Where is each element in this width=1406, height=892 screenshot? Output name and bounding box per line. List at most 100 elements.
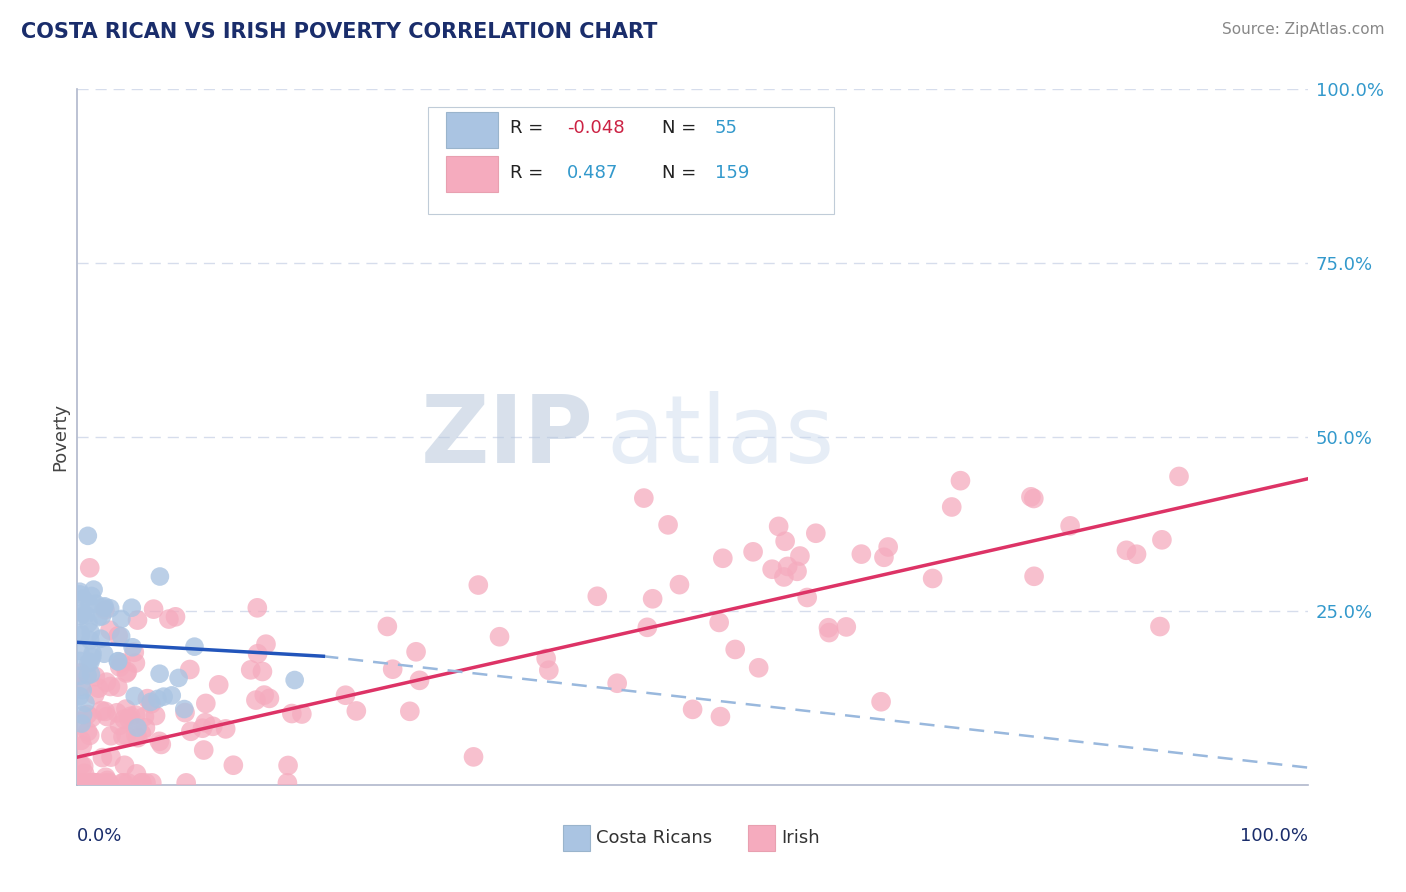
Point bbox=[76, 707, 98, 722]
Point bbox=[76, 724, 98, 739]
Point bbox=[254, 637, 277, 651]
Point bbox=[711, 551, 734, 566]
Point bbox=[633, 491, 655, 505]
Point bbox=[657, 517, 679, 532]
Point bbox=[136, 691, 159, 706]
Point bbox=[73, 759, 96, 773]
Point bbox=[173, 702, 195, 716]
Point bbox=[488, 630, 510, 644]
Point bbox=[107, 654, 129, 668]
Point bbox=[191, 721, 214, 735]
Point bbox=[108, 660, 131, 674]
Point bbox=[1022, 491, 1045, 506]
Point bbox=[96, 675, 118, 690]
Point bbox=[222, 758, 245, 772]
Point bbox=[139, 695, 162, 709]
Point bbox=[117, 776, 139, 790]
Point bbox=[165, 609, 187, 624]
Text: Source: ZipAtlas.com: Source: ZipAtlas.com bbox=[1222, 22, 1385, 37]
Point bbox=[463, 750, 485, 764]
Point bbox=[381, 662, 404, 676]
Text: 0.487: 0.487 bbox=[567, 164, 619, 182]
Point bbox=[120, 709, 142, 723]
Point bbox=[70, 758, 93, 772]
Point bbox=[127, 613, 149, 627]
Point bbox=[111, 730, 134, 744]
Point bbox=[69, 626, 91, 640]
Point bbox=[707, 615, 730, 630]
Point bbox=[817, 621, 839, 635]
Point bbox=[93, 647, 115, 661]
Point bbox=[79, 655, 101, 669]
Point bbox=[796, 591, 818, 605]
Point bbox=[94, 704, 117, 718]
Point bbox=[100, 750, 122, 764]
Point bbox=[76, 668, 98, 682]
Point bbox=[117, 665, 139, 679]
Point bbox=[281, 706, 304, 721]
Point bbox=[193, 743, 215, 757]
Point bbox=[100, 729, 122, 743]
Point bbox=[125, 767, 148, 781]
Point bbox=[773, 534, 796, 549]
Y-axis label: Poverty: Poverty bbox=[51, 403, 69, 471]
Point bbox=[79, 728, 101, 742]
Point bbox=[125, 728, 148, 742]
Point bbox=[335, 688, 357, 702]
Point bbox=[84, 776, 107, 790]
Point bbox=[91, 750, 114, 764]
FancyBboxPatch shape bbox=[427, 106, 834, 214]
Point bbox=[259, 691, 281, 706]
Point bbox=[114, 758, 136, 772]
Point bbox=[851, 547, 873, 561]
Point bbox=[94, 603, 117, 617]
Point bbox=[124, 708, 146, 723]
Point bbox=[77, 616, 100, 631]
Point bbox=[194, 715, 217, 730]
Point bbox=[75, 608, 97, 623]
Point bbox=[405, 645, 427, 659]
Point bbox=[98, 776, 121, 790]
Point bbox=[90, 609, 112, 624]
Text: ZIP: ZIP bbox=[422, 391, 595, 483]
Point bbox=[72, 708, 94, 723]
Point bbox=[83, 582, 105, 597]
Point bbox=[761, 562, 783, 576]
Point bbox=[98, 680, 121, 694]
Point bbox=[76, 529, 98, 543]
Point bbox=[70, 665, 93, 680]
Point bbox=[70, 733, 93, 747]
Point bbox=[789, 549, 811, 563]
Point bbox=[118, 712, 141, 726]
Point bbox=[1150, 533, 1173, 547]
Point bbox=[70, 716, 93, 731]
Point bbox=[115, 729, 138, 743]
Bar bbox=[447, 156, 498, 192]
Point bbox=[134, 721, 156, 735]
Point bbox=[408, 673, 430, 688]
Point bbox=[124, 689, 146, 703]
Point bbox=[131, 776, 153, 790]
Point bbox=[174, 706, 197, 720]
Point bbox=[80, 710, 103, 724]
Point bbox=[107, 680, 129, 694]
Point bbox=[96, 709, 118, 723]
Point bbox=[877, 540, 900, 554]
Point bbox=[98, 601, 121, 615]
Point bbox=[115, 666, 138, 681]
Point bbox=[107, 629, 129, 643]
Text: N =: N = bbox=[662, 120, 702, 137]
Point bbox=[69, 584, 91, 599]
Text: Irish: Irish bbox=[782, 829, 820, 847]
Point bbox=[108, 718, 131, 732]
Text: 159: 159 bbox=[714, 164, 749, 182]
Point bbox=[69, 644, 91, 658]
Point bbox=[786, 565, 808, 579]
Point bbox=[110, 656, 132, 670]
Point bbox=[84, 776, 107, 790]
Point bbox=[84, 669, 107, 683]
Point bbox=[941, 500, 963, 514]
Point bbox=[398, 704, 420, 718]
Point bbox=[82, 647, 104, 661]
Text: N =: N = bbox=[662, 164, 702, 182]
